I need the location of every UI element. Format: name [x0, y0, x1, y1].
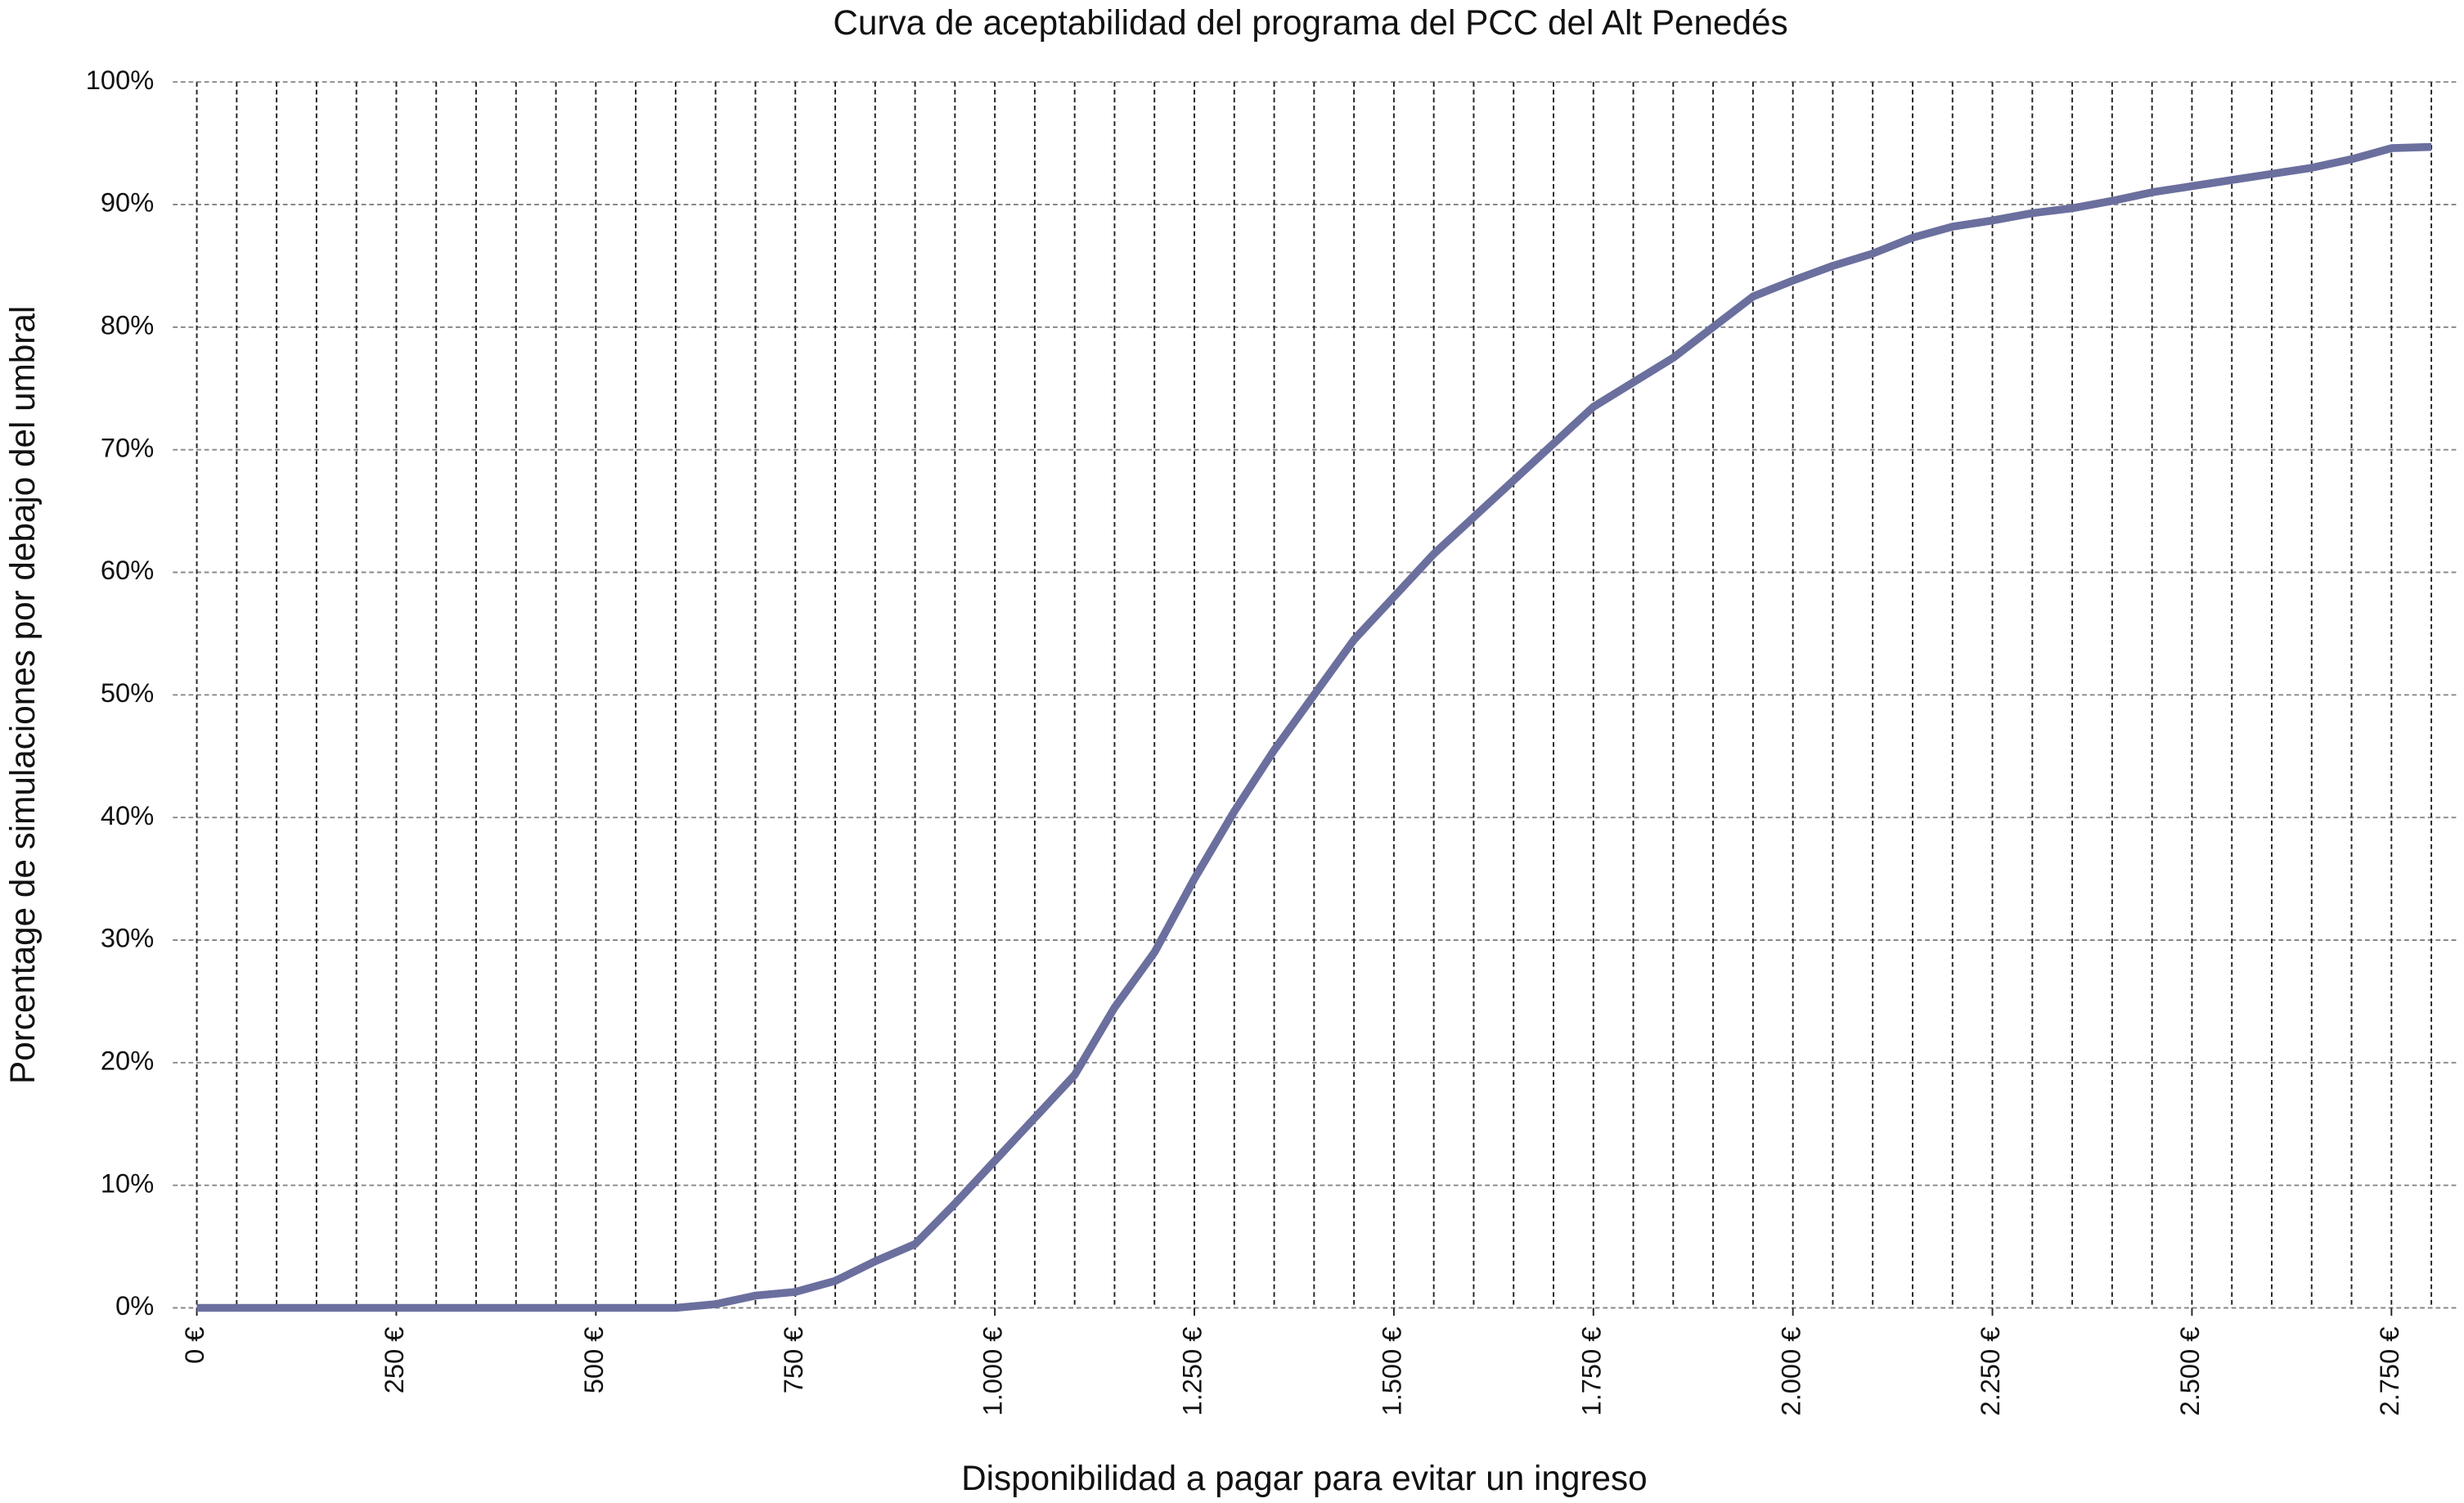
x-tick-label: 2.250 €: [1975, 1327, 2005, 1416]
x-tick-label: 1.750 €: [1576, 1327, 1606, 1416]
x-tick-label: 2.000 €: [1775, 1327, 1805, 1416]
y-tick-label: 90%: [101, 187, 154, 218]
y-tick-label: 80%: [101, 309, 154, 340]
x-tick-label: 2.750 €: [2374, 1327, 2404, 1416]
x-axis-label: Disponibilidad a pagar para evitar un in…: [961, 1459, 1647, 1497]
y-tick-label: 50%: [101, 677, 154, 708]
y-tick-label: 40%: [101, 800, 154, 830]
x-tick-label: 1.500 €: [1377, 1327, 1407, 1416]
y-tick-label: 70%: [101, 432, 154, 462]
x-tick-label: 250 €: [379, 1327, 409, 1394]
y-tick-label: 30%: [101, 923, 154, 953]
x-tick-label: 750 €: [778, 1327, 808, 1394]
x-tick-label: 2.500 €: [2174, 1327, 2205, 1416]
x-tick-label: 1.250 €: [1177, 1327, 1207, 1416]
y-axis-label: Porcentage de simulaciones por debajo de…: [3, 306, 42, 1084]
y-tick-label: 60%: [101, 555, 154, 585]
y-tick-label: 20%: [101, 1045, 154, 1075]
y-tick-label: 100%: [86, 65, 154, 95]
x-tick-label: 1.000 €: [978, 1327, 1008, 1416]
data-line: [196, 142, 2432, 1312]
chart-title: Curva de aceptabilidad del programa del …: [833, 3, 1787, 42]
y-tick-label: 0%: [115, 1290, 154, 1321]
x-tick-label: 0 €: [179, 1327, 209, 1364]
x-tick-label: 500 €: [578, 1327, 609, 1394]
y-tick-label: 10%: [101, 1168, 154, 1198]
